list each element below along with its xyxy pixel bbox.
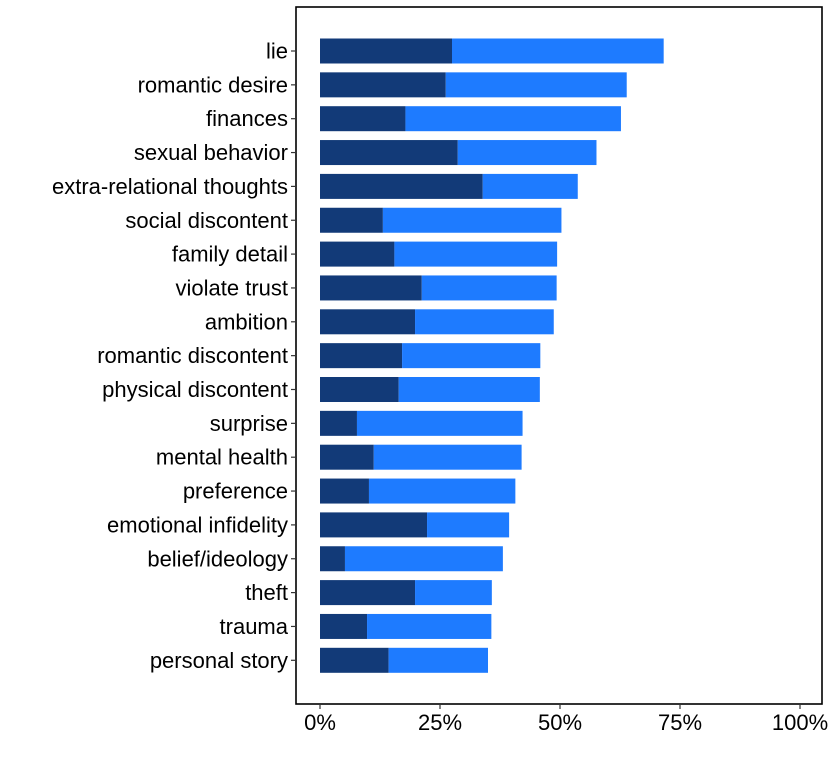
bar-romantic-desire-segment-1 <box>320 72 446 98</box>
y-tick-label-extra-relational-thoughts: extra-relational thoughts <box>52 174 288 199</box>
bar-physical-discontent-segment-2 <box>398 377 540 402</box>
y-tick-label-trauma: trauma <box>220 614 289 639</box>
y-tick-label-preference: preference <box>183 479 288 504</box>
x-tick-label-100: 100% <box>772 710 828 735</box>
bar-mental-health-segment-2 <box>373 444 522 470</box>
bar-belief-ideology-segment-1 <box>320 546 345 572</box>
bar-personal-story-segment-2 <box>388 647 488 673</box>
bar-theft-segment-2 <box>415 580 492 606</box>
bar-family-detail-segment-1 <box>320 241 395 267</box>
bar-emotional-infidelity-segment-2 <box>427 512 510 538</box>
bar-lie-segment-2 <box>452 38 664 64</box>
bar-emotional-infidelity-segment-1 <box>320 512 428 538</box>
y-tick-label-mental-health: mental health <box>156 445 288 470</box>
bars-layer <box>320 38 664 673</box>
bar-extra-relational-thoughts-segment-2 <box>482 173 578 199</box>
y-tick-label-family-detail: family detail <box>172 242 288 267</box>
x-tick-label-75: 75% <box>658 710 702 735</box>
y-tick-label-ambition: ambition <box>205 309 288 334</box>
y-tick-label-sexual-behavior: sexual behavior <box>134 140 288 165</box>
bar-sexual-behavior-segment-2 <box>457 140 597 166</box>
bar-romantic-desire-segment-2 <box>445 72 627 98</box>
bar-social-discontent-segment-2 <box>382 207 562 233</box>
y-tick-label-belief-ideology: belief/ideology <box>147 546 288 571</box>
y-axis: lie romantic desire finances sexual behavio… <box>52 39 296 673</box>
bar-finances-segment-1 <box>320 106 406 132</box>
bar-trauma-segment-1 <box>320 613 368 639</box>
bar-personal-story-segment-1 <box>320 647 389 673</box>
y-tick-label-violate-trust: violate trust <box>176 275 289 300</box>
y-tick-label-finances: finances <box>206 106 288 131</box>
bar-social-discontent-segment-1 <box>320 207 383 233</box>
bar-mental-health-segment-1 <box>320 444 374 470</box>
bar-romantic-discontent-segment-2 <box>402 343 541 369</box>
bar-family-detail-segment-2 <box>394 241 558 267</box>
bar-belief-ideology-segment-2 <box>344 546 503 572</box>
y-tick-label-personal-story: personal story <box>150 648 288 673</box>
bar-violate-trust-segment-1 <box>320 275 422 301</box>
bar-physical-discontent-segment-1 <box>320 377 399 402</box>
x-tick-label-0: 0% <box>304 710 336 735</box>
bar-finances-segment-2 <box>405 106 621 132</box>
bar-romantic-discontent-segment-1 <box>320 343 403 369</box>
bar-sexual-behavior-segment-1 <box>320 140 458 166</box>
bar-ambition-segment-1 <box>320 309 416 335</box>
bar-theft-segment-1 <box>320 580 416 606</box>
x-tick-label-50: 50% <box>538 710 582 735</box>
bar-ambition-segment-2 <box>415 309 554 335</box>
bar-trauma-segment-2 <box>367 613 492 639</box>
y-tick-label-surprise: surprise <box>210 411 288 436</box>
bar-surprise-segment-2 <box>356 410 523 436</box>
y-tick-label-romantic-desire: romantic desire <box>138 72 288 97</box>
bar-preference-segment-2 <box>368 478 516 504</box>
bar-extra-relational-thoughts-segment-1 <box>320 173 483 199</box>
y-tick-label-romantic-discontent: romantic discontent <box>97 343 288 368</box>
y-tick-label-social-discontent: social discontent <box>125 208 288 233</box>
y-tick-label-physical-discontent: physical discontent <box>102 377 288 402</box>
y-tick-label-emotional-infidelity: emotional infidelity <box>107 512 288 537</box>
bar-violate-trust-segment-2 <box>421 275 557 301</box>
bar-preference-segment-1 <box>320 478 369 504</box>
bar-lie-segment-1 <box>320 38 452 64</box>
y-tick-label-theft: theft <box>245 580 288 605</box>
x-axis: 0% 25% 50% 75% 100% <box>304 704 828 735</box>
x-tick-label-25: 25% <box>418 710 462 735</box>
bar-surprise-segment-1 <box>320 410 357 436</box>
y-tick-label-lie: lie <box>266 39 288 64</box>
